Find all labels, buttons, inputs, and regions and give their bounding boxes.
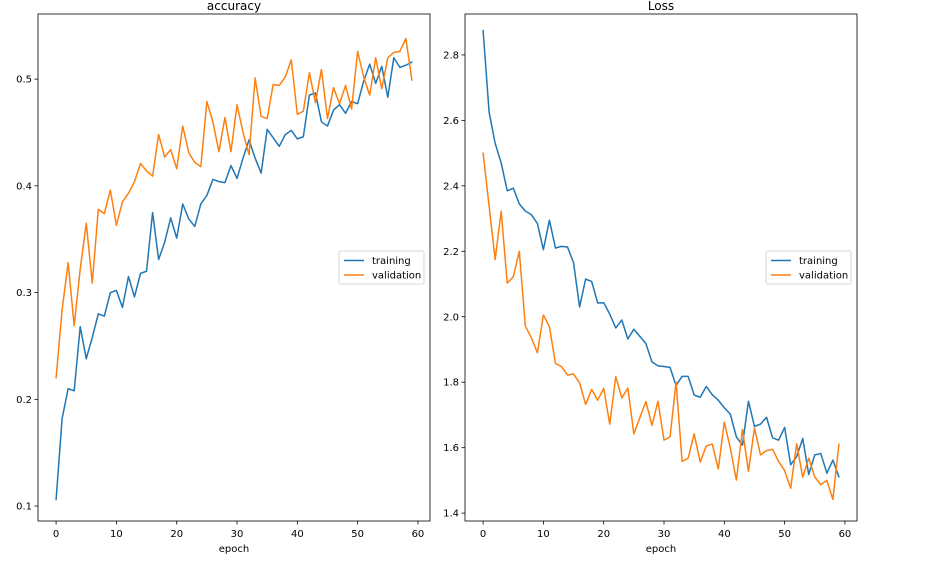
accuracy-legend: training validation	[338, 250, 425, 285]
accuracy-x-tick-label: 60	[412, 529, 425, 540]
loss-x-tick-label: 40	[718, 529, 731, 540]
accuracy-x-tick-label: 20	[170, 529, 183, 540]
loss-legend-label-training: training	[799, 256, 838, 267]
accuracy-chart-title: accuracy	[207, 0, 261, 13]
loss-y-tick-label: 1.6	[443, 443, 459, 454]
loss-validation-line	[482, 152, 840, 501]
loss-x-tick-label: 0	[480, 529, 486, 540]
accuracy-legend-label-training: training	[372, 256, 411, 267]
loss-y-tick-label: 2.4	[443, 181, 459, 192]
accuracy-legend-label-validation: validation	[372, 271, 421, 282]
accuracy-y-tick-label: 0.1	[16, 502, 32, 513]
loss-y-tick-label: 2.2	[443, 247, 459, 258]
loss-x-tick-label: 20	[597, 529, 610, 540]
accuracy-axes-frame	[37, 13, 431, 522]
accuracy-x-tick-label: 40	[291, 529, 304, 540]
accuracy-x-axis-label: epoch	[219, 544, 249, 555]
accuracy-y-tick-label: 0.4	[16, 181, 32, 192]
loss-y-tick-label: 2.6	[443, 116, 459, 127]
accuracy-validation-line	[55, 37, 413, 379]
loss-panel: 0 10 20 30 40 50 60 1.4 1.6 1.8 2.0 2.2 2.4 2.6 2.8 Los…	[443, 0, 858, 555]
loss-training-line	[482, 29, 840, 478]
loss-x-tick-label: 60	[839, 529, 852, 540]
loss-legend-label-validation: validation	[799, 271, 848, 282]
loss-x-tick-label: 10	[537, 529, 550, 540]
loss-y-tick-label: 2.8	[443, 50, 459, 61]
accuracy-x-tick-label: 0	[53, 529, 59, 540]
loss-axes-frame	[464, 13, 858, 522]
accuracy-y-tick-label: 0.5	[16, 75, 32, 86]
loss-y-tick-label: 2.0	[443, 312, 459, 323]
accuracy-x-tick-label: 30	[231, 529, 244, 540]
accuracy-y-tick-label: 0.3	[16, 288, 32, 299]
accuracy-x-tick-label: 50	[351, 529, 364, 540]
loss-x-tick-label: 30	[658, 529, 671, 540]
accuracy-panel: 0 10 20 30 40 50 60 0.1 0.2 0.3 0.4 0.5 accuracy epoc…	[16, 0, 431, 555]
loss-x-axis-label: epoch	[646, 544, 676, 555]
accuracy-x-tick-label: 10	[110, 529, 123, 540]
loss-legend: training validation	[765, 250, 852, 285]
loss-x-tick-label: 50	[778, 529, 791, 540]
loss-y-tick-label: 1.8	[443, 378, 459, 389]
loss-chart-title: Loss	[648, 0, 674, 13]
accuracy-y-tick-label: 0.2	[16, 395, 32, 406]
loss-y-tick-label: 1.4	[443, 509, 459, 520]
